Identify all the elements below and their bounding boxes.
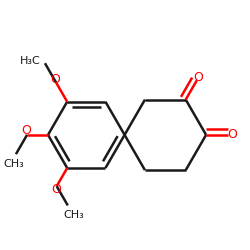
Text: H₃C: H₃C [20,56,41,66]
Text: O: O [51,183,61,196]
Text: O: O [227,128,237,141]
Text: CH₃: CH₃ [64,210,84,220]
Text: CH₃: CH₃ [3,158,24,168]
Text: O: O [193,71,203,84]
Text: O: O [21,124,31,137]
Text: O: O [50,74,60,86]
